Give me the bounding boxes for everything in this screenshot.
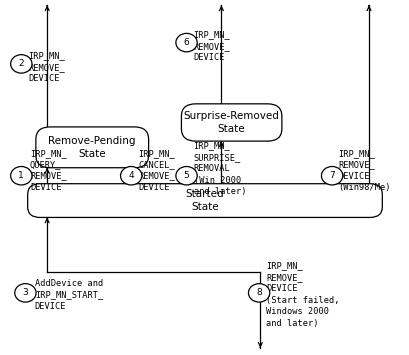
Text: Surprise-Removed
State: Surprise-Removed State	[183, 111, 279, 134]
Text: 4: 4	[128, 171, 134, 180]
Circle shape	[321, 166, 342, 185]
Text: IRP_MN_
REMOVE_
DEVICE: IRP_MN_ REMOVE_ DEVICE	[28, 51, 65, 83]
Circle shape	[175, 33, 197, 52]
FancyBboxPatch shape	[36, 127, 148, 168]
Text: IRP_MN_
REMOVE_
DEVICE
(Start failed,
Windows 2000
and later): IRP_MN_ REMOVE_ DEVICE (Start failed, Wi…	[266, 262, 339, 328]
Text: 5: 5	[183, 171, 189, 180]
Circle shape	[175, 166, 197, 185]
Text: IRP_MN_
REMOVE_
DEVICE
(Win98/Me): IRP_MN_ REMOVE_ DEVICE (Win98/Me)	[338, 149, 390, 192]
Text: Remove-Pending
State: Remove-Pending State	[48, 136, 136, 159]
FancyBboxPatch shape	[181, 104, 281, 141]
Text: Started
State: Started State	[185, 189, 224, 212]
Circle shape	[120, 166, 142, 185]
Text: 3: 3	[22, 288, 28, 297]
Circle shape	[15, 284, 36, 302]
FancyBboxPatch shape	[28, 184, 381, 217]
Text: 2: 2	[18, 59, 24, 69]
Circle shape	[248, 284, 269, 302]
Text: 6: 6	[183, 38, 189, 47]
Text: 8: 8	[256, 288, 261, 297]
Text: 1: 1	[18, 171, 24, 180]
Text: IRP_MN_
CANCEL_
REMOVE_
DEVICE: IRP_MN_ CANCEL_ REMOVE_ DEVICE	[138, 149, 175, 192]
Text: 7: 7	[328, 171, 334, 180]
Circle shape	[11, 166, 32, 185]
Text: IRP_MN_
REMOVE_
DEVICE: IRP_MN_ REMOVE_ DEVICE	[193, 30, 230, 62]
Text: IRP_MN_
SURPRISE_
REMOVAL
(Win 2000
and later): IRP_MN_ SURPRISE_ REMOVAL (Win 2000 and …	[193, 141, 245, 196]
Text: AddDevice and
IRP_MN_START_
DEVICE: AddDevice and IRP_MN_START_ DEVICE	[35, 279, 103, 311]
Circle shape	[11, 55, 32, 73]
Text: IRP_MN_
QUERY_
REMOVE_
DEVICE: IRP_MN_ QUERY_ REMOVE_ DEVICE	[30, 149, 67, 192]
